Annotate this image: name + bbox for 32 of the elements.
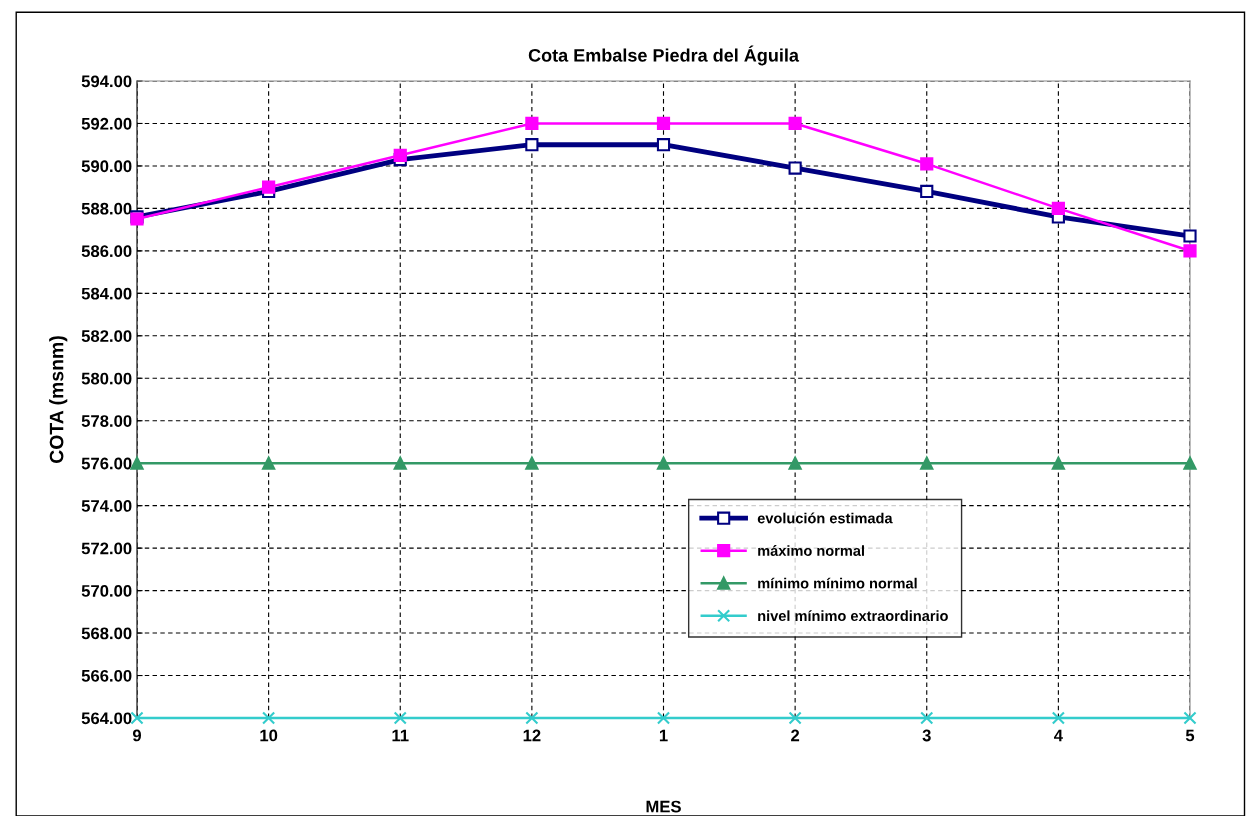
x-tick-label: 11 [392,729,409,742]
y-axis-title: COTA (msnm) [49,336,68,463]
y-tick-label: 590.00 [81,160,132,173]
y-tick-label: 580.00 [81,372,132,385]
y-tick-label: 568.00 [81,627,132,640]
x-tick-label: 2 [791,729,800,742]
y-tick-label: 582.00 [81,330,132,342]
y-tick-label: 572.00 [81,542,132,555]
y-tick-label: 594.00 [81,75,132,88]
legend-label: nivel mínimo extraordinario [758,610,948,622]
legend-label: máximo normal [758,545,864,556]
chart-title: Cota Embalse Piedra del Águila [528,45,800,66]
y-tick-label: 564.00 [81,712,132,725]
x-tick-label: 3 [922,729,931,742]
y-tick-label: 578.00 [81,415,132,427]
y-tick-label: 576.00 [81,457,132,470]
x-tick-label: 10 [260,729,278,742]
x-tick-label: 4 [1053,729,1063,742]
x-tick-label: 5 [1185,729,1195,742]
y-tick-label: 586.00 [81,245,132,258]
y-tick-label: 574.00 [81,500,132,512]
x-axis-title: MES [646,800,681,813]
x-tick-label: 9 [132,729,142,742]
legend-label: evolución estimada [757,512,893,524]
legend-label: mínimo mínimo normal [758,577,917,589]
y-tick-label: 592.00 [81,117,132,130]
y-tick-label: 566.00 [81,669,132,682]
y-tick-label: 584.00 [81,287,132,300]
x-tick-label: 1 [659,729,668,742]
y-tick-label: 570.00 [81,585,132,597]
y-tick-label: 588.00 [81,202,132,215]
x-tick-label: 12 [523,729,541,742]
